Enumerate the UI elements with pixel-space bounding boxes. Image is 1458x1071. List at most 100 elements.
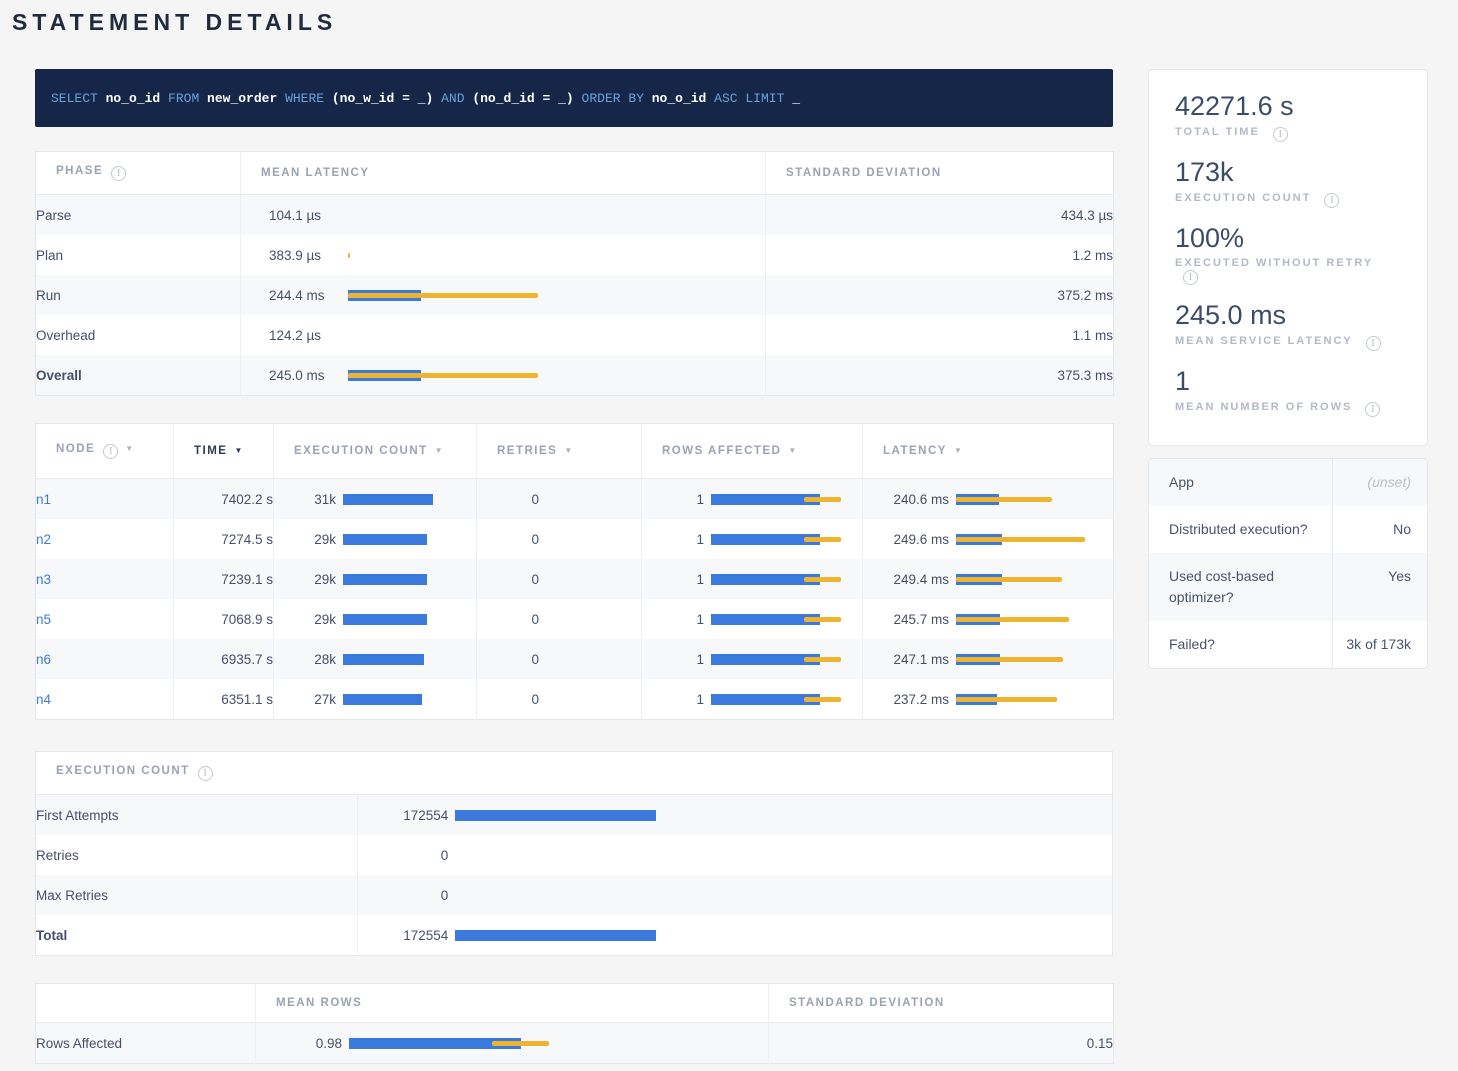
- stddev-bar: [804, 696, 841, 702]
- info-icon[interactable]: i: [103, 444, 119, 459]
- mean-latency-cell: 104.1 µs: [240, 194, 766, 235]
- node-cell: n6: [36, 639, 174, 679]
- node-link[interactable]: n1: [36, 491, 52, 507]
- bar-track: [343, 693, 466, 706]
- node-cell: n1: [36, 479, 174, 520]
- sort-arrow-icon: ▼: [434, 446, 443, 455]
- bar-value: 249.6 ms: [893, 531, 949, 547]
- node-link[interactable]: n6: [36, 651, 52, 667]
- details-value: No: [1332, 505, 1427, 553]
- bar-value: 383.9 µs: [269, 247, 322, 263]
- rows-affected-cell: 1: [641, 599, 863, 639]
- retries-value: 0: [531, 491, 539, 507]
- column-header-label: LATENCY: [883, 445, 947, 457]
- bar-value: 0: [440, 887, 449, 903]
- stddev-value: 434.3 µs: [765, 194, 1114, 235]
- info-icon[interactable]: i: [111, 166, 127, 181]
- summary-stat-value: 100%: [1175, 222, 1245, 253]
- stddev-bar: [956, 616, 1070, 622]
- latency-cell: 249.6 ms: [862, 519, 1114, 559]
- retries-cell: 0: [476, 599, 642, 639]
- latency-cell: 240.6 ms: [862, 478, 1114, 519]
- latency-cell: 249.4 ms: [862, 559, 1114, 599]
- bar-track: [343, 493, 466, 506]
- bar-value: 29k: [314, 531, 336, 547]
- info-icon[interactable]: i: [1365, 401, 1381, 417]
- rows-affected-table: MEAN ROWS STANDARD DEVIATION Rows Affect…: [35, 983, 1114, 1064]
- bar-value: 240.6 ms: [893, 491, 949, 507]
- retries-wrap: 0: [477, 519, 641, 559]
- execution-count-row: Retries 0: [36, 835, 1113, 875]
- bar-cell: 240.6 ms: [863, 479, 1113, 519]
- bar-track: [348, 249, 755, 262]
- sql-keyword: FROM: [160, 90, 200, 106]
- retries-wrap: 0: [477, 599, 641, 639]
- mean-bar: [455, 929, 656, 941]
- info-icon[interactable]: i: [1365, 336, 1381, 351]
- rows-affected-cell: 1: [641, 639, 863, 679]
- mean-bar: [343, 693, 422, 705]
- bar-track: [348, 369, 755, 382]
- retries-cell: 0: [476, 519, 642, 559]
- stddev-bar: [804, 536, 841, 542]
- mean-latency-cell: 124.2 µs: [240, 315, 766, 355]
- execution-count-label: First Attempts: [36, 807, 119, 823]
- bar-cell: 383.9 µs: [241, 235, 765, 275]
- phase-name: Run: [36, 287, 61, 303]
- stddev-bar: [804, 616, 841, 622]
- stddev-value: 375.3 ms: [765, 355, 1114, 396]
- retries-wrap: 0: [477, 679, 641, 719]
- bar-track: [956, 573, 1103, 586]
- bar-track: [349, 1037, 758, 1050]
- retries-wrap: 0: [477, 479, 641, 519]
- summary-stat: 1 MEAN NUMBER OF ROWS i: [1175, 365, 1401, 417]
- info-icon[interactable]: i: [1324, 192, 1340, 208]
- details-label: Distributed execution?: [1169, 520, 1308, 537]
- node-table-sort-header[interactable]: RETRIES ▼: [476, 423, 642, 479]
- bar-track: [711, 573, 852, 586]
- info-icon[interactable]: i: [1183, 270, 1198, 286]
- execution-count-cell: 31k: [273, 478, 477, 519]
- node-table-sort-header[interactable]: NODE i ▼: [35, 423, 174, 479]
- node-link[interactable]: n5: [36, 611, 52, 627]
- mean-latency-column-header: MEAN LATENCY: [240, 151, 766, 195]
- summary-stat: 42271.6 s TOTAL TIME i: [1175, 90, 1401, 142]
- phase-row: Parse 104.1 µs 434.3 µs: [35, 194, 1114, 235]
- node-table-sort-header[interactable]: EXECUTION COUNT ▼: [273, 423, 477, 479]
- node-link[interactable]: n3: [36, 571, 52, 587]
- bar-track: [348, 289, 755, 302]
- bar-value: 245.0 ms: [269, 367, 325, 383]
- bar-value: 31k: [314, 491, 336, 507]
- execution-count-row: Max Retries 0: [35, 875, 1113, 915]
- summary-stat-value: 1: [1175, 366, 1191, 396]
- bar-value: 247.1 ms: [893, 651, 949, 667]
- node-table-sort-header[interactable]: ROWS AFFECTED ▼: [641, 423, 863, 479]
- bar-value: 29k: [314, 611, 336, 627]
- summary-stat-label: MEAN SERVICE LATENCY i: [1175, 335, 1401, 351]
- bar-cell: 247.1 ms: [863, 639, 1113, 679]
- info-icon[interactable]: i: [1272, 126, 1288, 142]
- node-link[interactable]: n2: [36, 531, 52, 547]
- execution-count-row: First Attempts 172554: [35, 794, 1113, 835]
- node-table-sort-header[interactable]: LATENCY ▼: [862, 423, 1114, 479]
- bar-cell: 124.2 µs: [241, 315, 765, 355]
- bar-value: 244.4 ms: [269, 287, 325, 303]
- stddev-value: 1.2 ms: [765, 235, 1114, 275]
- bar-cell: 249.4 ms: [863, 559, 1113, 599]
- main-layout: SELECT no_o_id FROM new_order WHERE (no_…: [35, 69, 1428, 1064]
- mean-bar: [343, 533, 428, 545]
- execution-count-title: EXECUTION COUNT i: [35, 751, 1113, 795]
- bar-track: [348, 209, 755, 222]
- node-table-sort-header[interactable]: TIME ▼: [173, 423, 274, 479]
- bar-track: [711, 493, 852, 506]
- mean-bar: [343, 613, 428, 625]
- bar-track: [956, 613, 1103, 626]
- node-cell: n2: [36, 519, 174, 559]
- rows-affected-cell: 1: [641, 559, 863, 599]
- bar-track: [711, 653, 852, 666]
- info-icon[interactable]: i: [197, 766, 213, 781]
- node-link[interactable]: n4: [36, 691, 52, 707]
- column-header-label: RETRIES: [497, 445, 558, 457]
- sql-identifier: (no_d_id = _): [464, 90, 574, 106]
- bar-value: 172554: [403, 807, 449, 823]
